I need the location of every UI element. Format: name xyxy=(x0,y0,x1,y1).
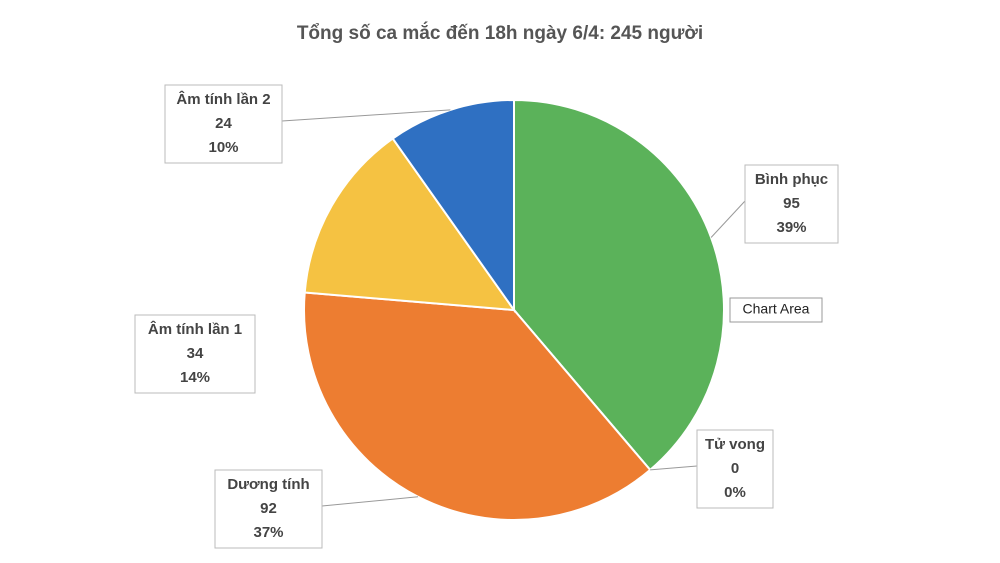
leader-line xyxy=(321,496,419,507)
label-box xyxy=(134,314,256,394)
label-name: Âm tính lần 2 xyxy=(176,90,270,108)
chart-title: Tổng số ca mắc đến 18h ngày 6/4: 245 ngư… xyxy=(297,22,703,44)
label-value: 95 xyxy=(783,195,800,212)
label-name: Âm tính lần 1 xyxy=(148,320,242,338)
pie-slice xyxy=(513,98,725,472)
label-percent: 14% xyxy=(180,369,210,386)
pie-slice xyxy=(391,98,515,314)
label-name: Dương tính xyxy=(227,476,309,493)
leader-line xyxy=(281,109,451,122)
label-value: 24 xyxy=(215,115,232,132)
label-box xyxy=(744,164,839,244)
label-value: 0 xyxy=(731,460,739,477)
label-name: Bình phục xyxy=(755,171,828,188)
tooltip-box xyxy=(729,297,823,323)
label-value: 92 xyxy=(260,500,277,517)
tooltip: Chart Area xyxy=(743,301,810,317)
label-percent: 39% xyxy=(776,219,806,236)
pie-slice xyxy=(303,137,517,312)
leader-line xyxy=(710,200,746,238)
label-box xyxy=(164,84,283,164)
label-value: 34 xyxy=(187,345,204,362)
label-percent: 37% xyxy=(253,524,283,541)
label-percent: 10% xyxy=(208,139,238,156)
leader-line xyxy=(650,465,698,471)
label-box xyxy=(696,429,774,509)
label-name: Tử vong xyxy=(705,436,765,453)
label-box xyxy=(214,469,323,549)
label-percent: 0% xyxy=(724,484,746,501)
